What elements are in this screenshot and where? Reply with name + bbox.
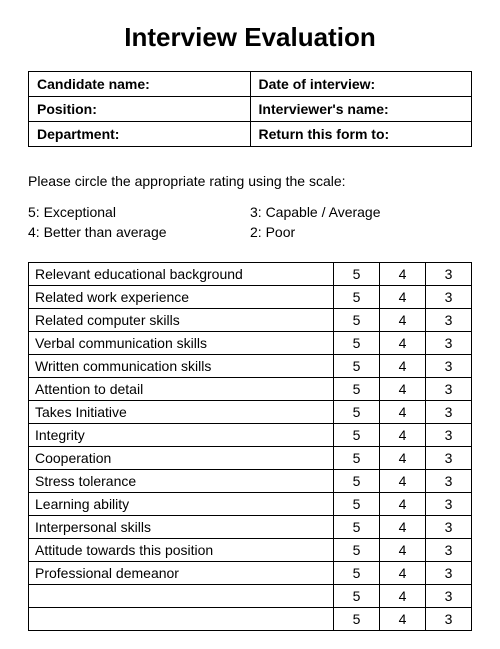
- rating-cell: 3: [426, 286, 472, 309]
- rating-cell: 4: [380, 263, 426, 286]
- rating-cell: 3: [426, 470, 472, 493]
- criterion-label: Cooperation: [29, 447, 334, 470]
- rating-cell: 3: [426, 263, 472, 286]
- rating-cell: 3: [426, 493, 472, 516]
- rating-row: 543: [29, 608, 472, 631]
- rating-cell: 4: [380, 424, 426, 447]
- rating-cell: 4: [380, 401, 426, 424]
- rating-cell: 5: [334, 401, 380, 424]
- rating-row: Integrity543: [29, 424, 472, 447]
- criterion-label: Attention to detail: [29, 378, 334, 401]
- rating-cell: 5: [334, 263, 380, 286]
- rating-cell: 4: [380, 355, 426, 378]
- criterion-label: [29, 608, 334, 631]
- criterion-label: Learning ability: [29, 493, 334, 516]
- rating-row: Relevant educational background543: [29, 263, 472, 286]
- rating-table: Relevant educational background543Relate…: [28, 262, 472, 631]
- rating-row: Cooperation543: [29, 447, 472, 470]
- criterion-label: Related computer skills: [29, 309, 334, 332]
- rating-cell: 4: [380, 378, 426, 401]
- rating-cell: 5: [334, 470, 380, 493]
- rating-cell: 4: [380, 309, 426, 332]
- header-department: Department:: [29, 122, 251, 147]
- header-candidate-name: Candidate name:: [29, 72, 251, 97]
- rating-cell: 5: [334, 493, 380, 516]
- rating-row: Interpersonal skills543: [29, 516, 472, 539]
- rating-cell: 4: [380, 286, 426, 309]
- rating-cell: 4: [380, 539, 426, 562]
- rating-cell: 3: [426, 309, 472, 332]
- rating-cell: 5: [334, 355, 380, 378]
- rating-cell: 5: [334, 424, 380, 447]
- rating-cell: 3: [426, 355, 472, 378]
- page-title: Interview Evaluation: [28, 22, 472, 53]
- rating-row: Attention to detail543: [29, 378, 472, 401]
- rating-row: Learning ability543: [29, 493, 472, 516]
- rating-row: Related computer skills543: [29, 309, 472, 332]
- rating-cell: 5: [334, 447, 380, 470]
- rating-row: Verbal communication skills543: [29, 332, 472, 355]
- rating-cell: 3: [426, 447, 472, 470]
- rating-cell: 4: [380, 470, 426, 493]
- scale-2: 2: Poor: [250, 223, 472, 243]
- rating-cell: 4: [380, 332, 426, 355]
- rating-cell: 5: [334, 309, 380, 332]
- scale-3: 3: Capable / Average: [250, 203, 472, 223]
- rating-cell: 3: [426, 562, 472, 585]
- criterion-label: [29, 585, 334, 608]
- scale-4: 4: Better than average: [28, 223, 250, 243]
- rating-cell: 4: [380, 608, 426, 631]
- rating-cell: 3: [426, 608, 472, 631]
- rating-cell: 4: [380, 447, 426, 470]
- rating-cell: 5: [334, 286, 380, 309]
- instruction-text: Please circle the appropriate rating usi…: [28, 173, 472, 189]
- rating-row: Takes Initiative543: [29, 401, 472, 424]
- scale-legend: 5: Exceptional 4: Better than average 3:…: [28, 203, 472, 242]
- rating-cell: 5: [334, 562, 380, 585]
- rating-row: Related work experience543: [29, 286, 472, 309]
- criterion-label: Verbal communication skills: [29, 332, 334, 355]
- rating-cell: 5: [334, 516, 380, 539]
- header-date-of-interview: Date of interview:: [250, 72, 472, 97]
- rating-row: Stress tolerance543: [29, 470, 472, 493]
- header-table: Candidate name: Date of interview: Posit…: [28, 71, 472, 147]
- rating-cell: 4: [380, 493, 426, 516]
- rating-cell: 5: [334, 608, 380, 631]
- rating-row: Professional demeanor543: [29, 562, 472, 585]
- rating-row: Attitude towards this position543: [29, 539, 472, 562]
- rating-cell: 5: [334, 332, 380, 355]
- header-interviewer-name: Interviewer's name:: [250, 97, 472, 122]
- rating-row: Written communication skills543: [29, 355, 472, 378]
- criterion-label: Takes Initiative: [29, 401, 334, 424]
- rating-cell: 5: [334, 378, 380, 401]
- rating-cell: 4: [380, 562, 426, 585]
- criterion-label: Attitude towards this position: [29, 539, 334, 562]
- header-position: Position:: [29, 97, 251, 122]
- rating-cell: 3: [426, 332, 472, 355]
- scale-5: 5: Exceptional: [28, 203, 250, 223]
- rating-cell: 3: [426, 516, 472, 539]
- rating-cell: 4: [380, 516, 426, 539]
- criterion-label: Related work experience: [29, 286, 334, 309]
- criterion-label: Relevant educational background: [29, 263, 334, 286]
- rating-cell: 3: [426, 585, 472, 608]
- rating-cell: 5: [334, 539, 380, 562]
- criterion-label: Integrity: [29, 424, 334, 447]
- rating-row: 543: [29, 585, 472, 608]
- header-return-to: Return this form to:: [250, 122, 472, 147]
- rating-cell: 3: [426, 424, 472, 447]
- criterion-label: Stress tolerance: [29, 470, 334, 493]
- rating-cell: 3: [426, 378, 472, 401]
- rating-cell: 3: [426, 401, 472, 424]
- rating-cell: 4: [380, 585, 426, 608]
- criterion-label: Professional demeanor: [29, 562, 334, 585]
- criterion-label: Written communication skills: [29, 355, 334, 378]
- rating-cell: 5: [334, 585, 380, 608]
- criterion-label: Interpersonal skills: [29, 516, 334, 539]
- rating-cell: 3: [426, 539, 472, 562]
